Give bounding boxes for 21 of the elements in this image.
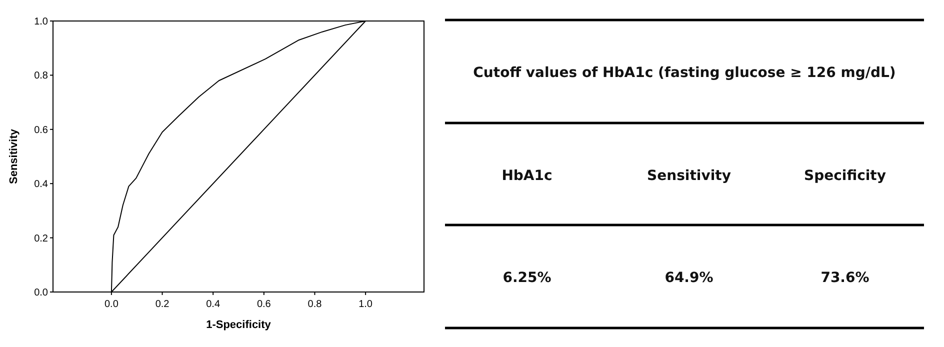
category-label: Specificity	[804, 168, 886, 184]
x-tick-label: 0.4	[206, 299, 220, 310]
x-tick-label: 0.6	[256, 299, 272, 310]
y-tick-label: 0.6	[34, 124, 48, 136]
x-tick-label: 0.0	[104, 299, 119, 310]
y-tick-label: 0.4	[34, 179, 48, 190]
y-tick-label: 0.2	[34, 233, 48, 244]
y-tick-label: 0.8	[34, 70, 48, 82]
x-tick-label: 1.0	[358, 299, 373, 310]
x-axis-title: 1-Specificity	[206, 319, 272, 331]
text: Cutoff values of HbA1c (fasting glucose ≥ 126 mg/dL)	[473, 65, 896, 81]
text: 64.9%	[664, 270, 714, 286]
category-label: Sensitivity	[647, 168, 731, 184]
x-tick-label: 0.2	[155, 299, 170, 310]
text: 73.6%	[820, 270, 870, 286]
y-tick-label: 0.0	[34, 288, 48, 298]
text: 6.25%	[502, 270, 552, 286]
y-tick-label: 1.0	[34, 16, 48, 28]
y-axis-title: Sensitivity	[8, 128, 20, 184]
x-tick-label: 0.8	[308, 299, 322, 310]
category-label: HbA1c	[502, 168, 552, 184]
